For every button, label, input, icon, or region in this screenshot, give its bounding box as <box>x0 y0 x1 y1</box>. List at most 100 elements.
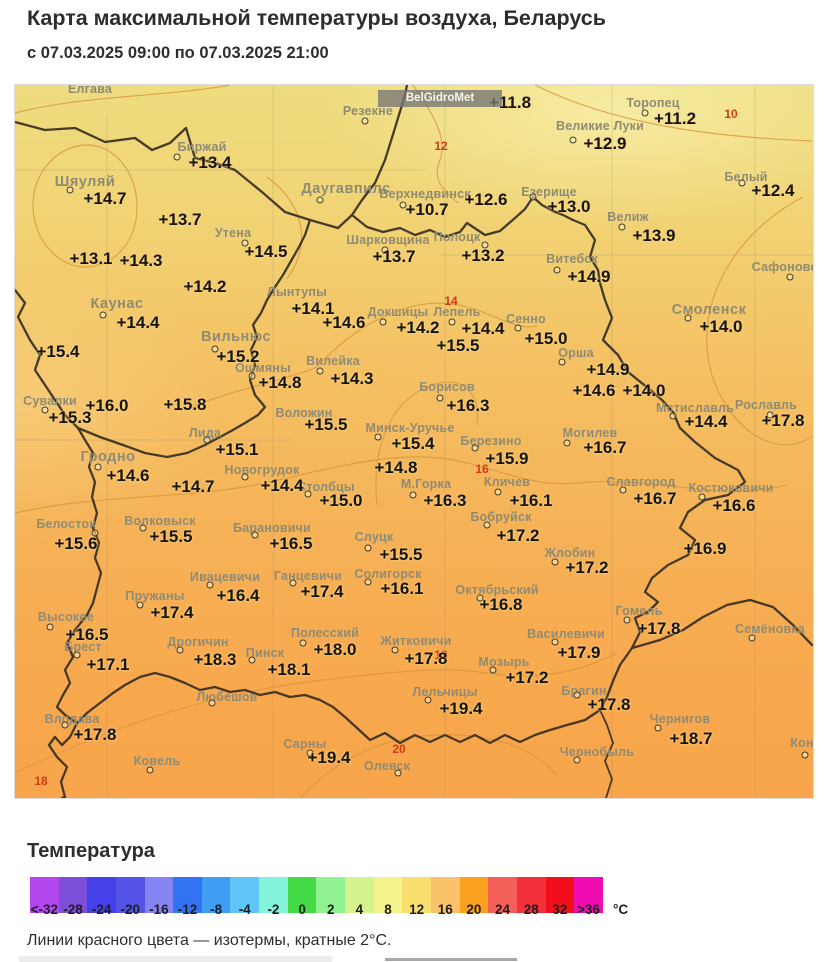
legend-unit: °C <box>613 902 629 917</box>
temp-value: +16.7 <box>633 489 677 508</box>
temp-value: +13.0 <box>547 197 591 216</box>
city-dot <box>786 273 794 281</box>
city-label: Вильнюс <box>200 329 272 345</box>
city-dot <box>551 638 559 646</box>
legend-tick-label: 0 <box>298 902 306 917</box>
city-label: Торопец <box>626 96 680 110</box>
legend-tick-label: 32 <box>552 902 568 917</box>
city-label: Дрогичин <box>167 635 229 649</box>
city-label: Минск-Уручье <box>365 421 455 435</box>
city-label: Слуцк <box>354 530 394 544</box>
temp-value: +16.0 <box>85 396 129 415</box>
legend-swatch <box>402 877 431 913</box>
city-label: Даугавпилс <box>301 181 391 197</box>
city-label: Кон <box>790 736 813 750</box>
city-dot <box>684 314 692 322</box>
city-label: Каунас <box>90 296 144 312</box>
temp-value: +17.2 <box>565 558 609 577</box>
legend-tick-label: -16 <box>149 902 169 917</box>
temp-value: +14.4 <box>684 412 728 431</box>
city-label: Биржай <box>177 140 227 154</box>
temp-value: +16.5 <box>65 625 109 644</box>
legend-labels: <-32 -28 -24 -20 -16 -12 -8 -4 -2 0 2 4 8 12 16 20 24 28 3… <box>30 902 630 917</box>
isotherm-label: 16 <box>475 462 489 476</box>
city-label: Могилев <box>562 426 618 440</box>
city-dot <box>289 579 297 587</box>
temp-value: +19.4 <box>307 748 351 767</box>
temp-value: +16.9 <box>683 539 727 558</box>
map-lines-svg <box>15 85 813 798</box>
city-dot <box>409 491 417 499</box>
temp-value: +11.2 <box>653 109 697 128</box>
city-dot <box>316 196 324 204</box>
city-label: Сувалки <box>23 394 77 408</box>
legend-tick-label: 12 <box>409 902 425 917</box>
city-dot <box>241 473 249 481</box>
city-label: Чернигов <box>649 712 711 726</box>
city-label: Жлобин <box>544 546 596 560</box>
city-dot <box>316 367 324 375</box>
legend-swatch <box>488 877 517 913</box>
temp-value: +14.0 <box>622 381 666 400</box>
legend-tick-label: -20 <box>120 902 140 917</box>
legend-note: Линии красного цвета — изотермы, кратные… <box>27 932 392 949</box>
city-label: Ковель <box>133 754 181 768</box>
city-label: Велиж <box>607 210 649 224</box>
city-dot <box>41 406 49 414</box>
legend-swatch <box>574 877 603 913</box>
temp-value: +13.7 <box>372 247 416 266</box>
temp-value: +15.5 <box>149 527 193 546</box>
city-label: М.Горка <box>400 477 452 491</box>
city-label: Белый <box>724 170 768 184</box>
temp-value: +16.7 <box>583 438 627 457</box>
city-label: Кличев <box>483 475 531 489</box>
isotherm-label: 18 <box>434 648 448 662</box>
isotherm-label: 18 <box>34 774 48 788</box>
city-dot <box>91 529 99 537</box>
temp-value: +16.8 <box>479 595 523 614</box>
city-label: Костюковичи <box>688 481 774 495</box>
city-label: Новогрудок <box>224 463 300 477</box>
city-label: Лепель <box>433 305 481 319</box>
city-dot <box>569 136 577 144</box>
city-dot <box>61 721 69 729</box>
city-dot <box>553 266 561 274</box>
city-dot <box>801 751 809 759</box>
legend-swatch <box>287 877 317 913</box>
city-dot <box>304 490 312 498</box>
legend-tick-label: 20 <box>466 902 482 917</box>
temp-value: +17.8 <box>73 725 117 744</box>
city-dot <box>66 186 74 194</box>
city-dot <box>399 201 407 209</box>
city-dot <box>436 394 444 402</box>
city-label: Мстиславль <box>656 401 734 415</box>
temp-value: +14.9 <box>567 267 611 286</box>
city-dot <box>494 488 502 496</box>
city-label: Шяуляй <box>54 174 116 190</box>
legend-tick-label: 8 <box>384 902 392 917</box>
temp-value: +16.6 <box>712 496 756 515</box>
city-label: Ивацевичи <box>189 570 261 584</box>
city-dot <box>391 646 399 654</box>
temp-value: +16.4 <box>216 586 260 605</box>
temp-value: +16.5 <box>269 534 313 553</box>
temp-value: +16.1 <box>509 491 553 510</box>
city-label: Василевичи <box>527 627 605 641</box>
city-dot <box>146 766 154 774</box>
city-dot <box>46 623 54 631</box>
city-label: Орша <box>558 346 594 360</box>
temp-value: +17.4 <box>300 582 344 601</box>
temp-value: +17.8 <box>404 649 448 668</box>
city-dot <box>698 493 706 501</box>
city-label: Брагин <box>561 684 607 698</box>
temp-value: +14.7 <box>83 189 127 208</box>
city-dot <box>248 372 256 380</box>
temp-value: +14.1 <box>291 299 335 318</box>
stations-layer: Елгава Резекне +11.8 Торопец +11.2 Великие Лу… <box>15 85 813 798</box>
temp-value: +12.4 <box>751 181 795 200</box>
temp-value: +16.1 <box>380 579 424 598</box>
city-label: Пружаны <box>125 589 185 603</box>
city-dot <box>173 153 181 161</box>
temp-value: +15.5 <box>304 415 348 434</box>
legend-swatch <box>144 877 174 913</box>
